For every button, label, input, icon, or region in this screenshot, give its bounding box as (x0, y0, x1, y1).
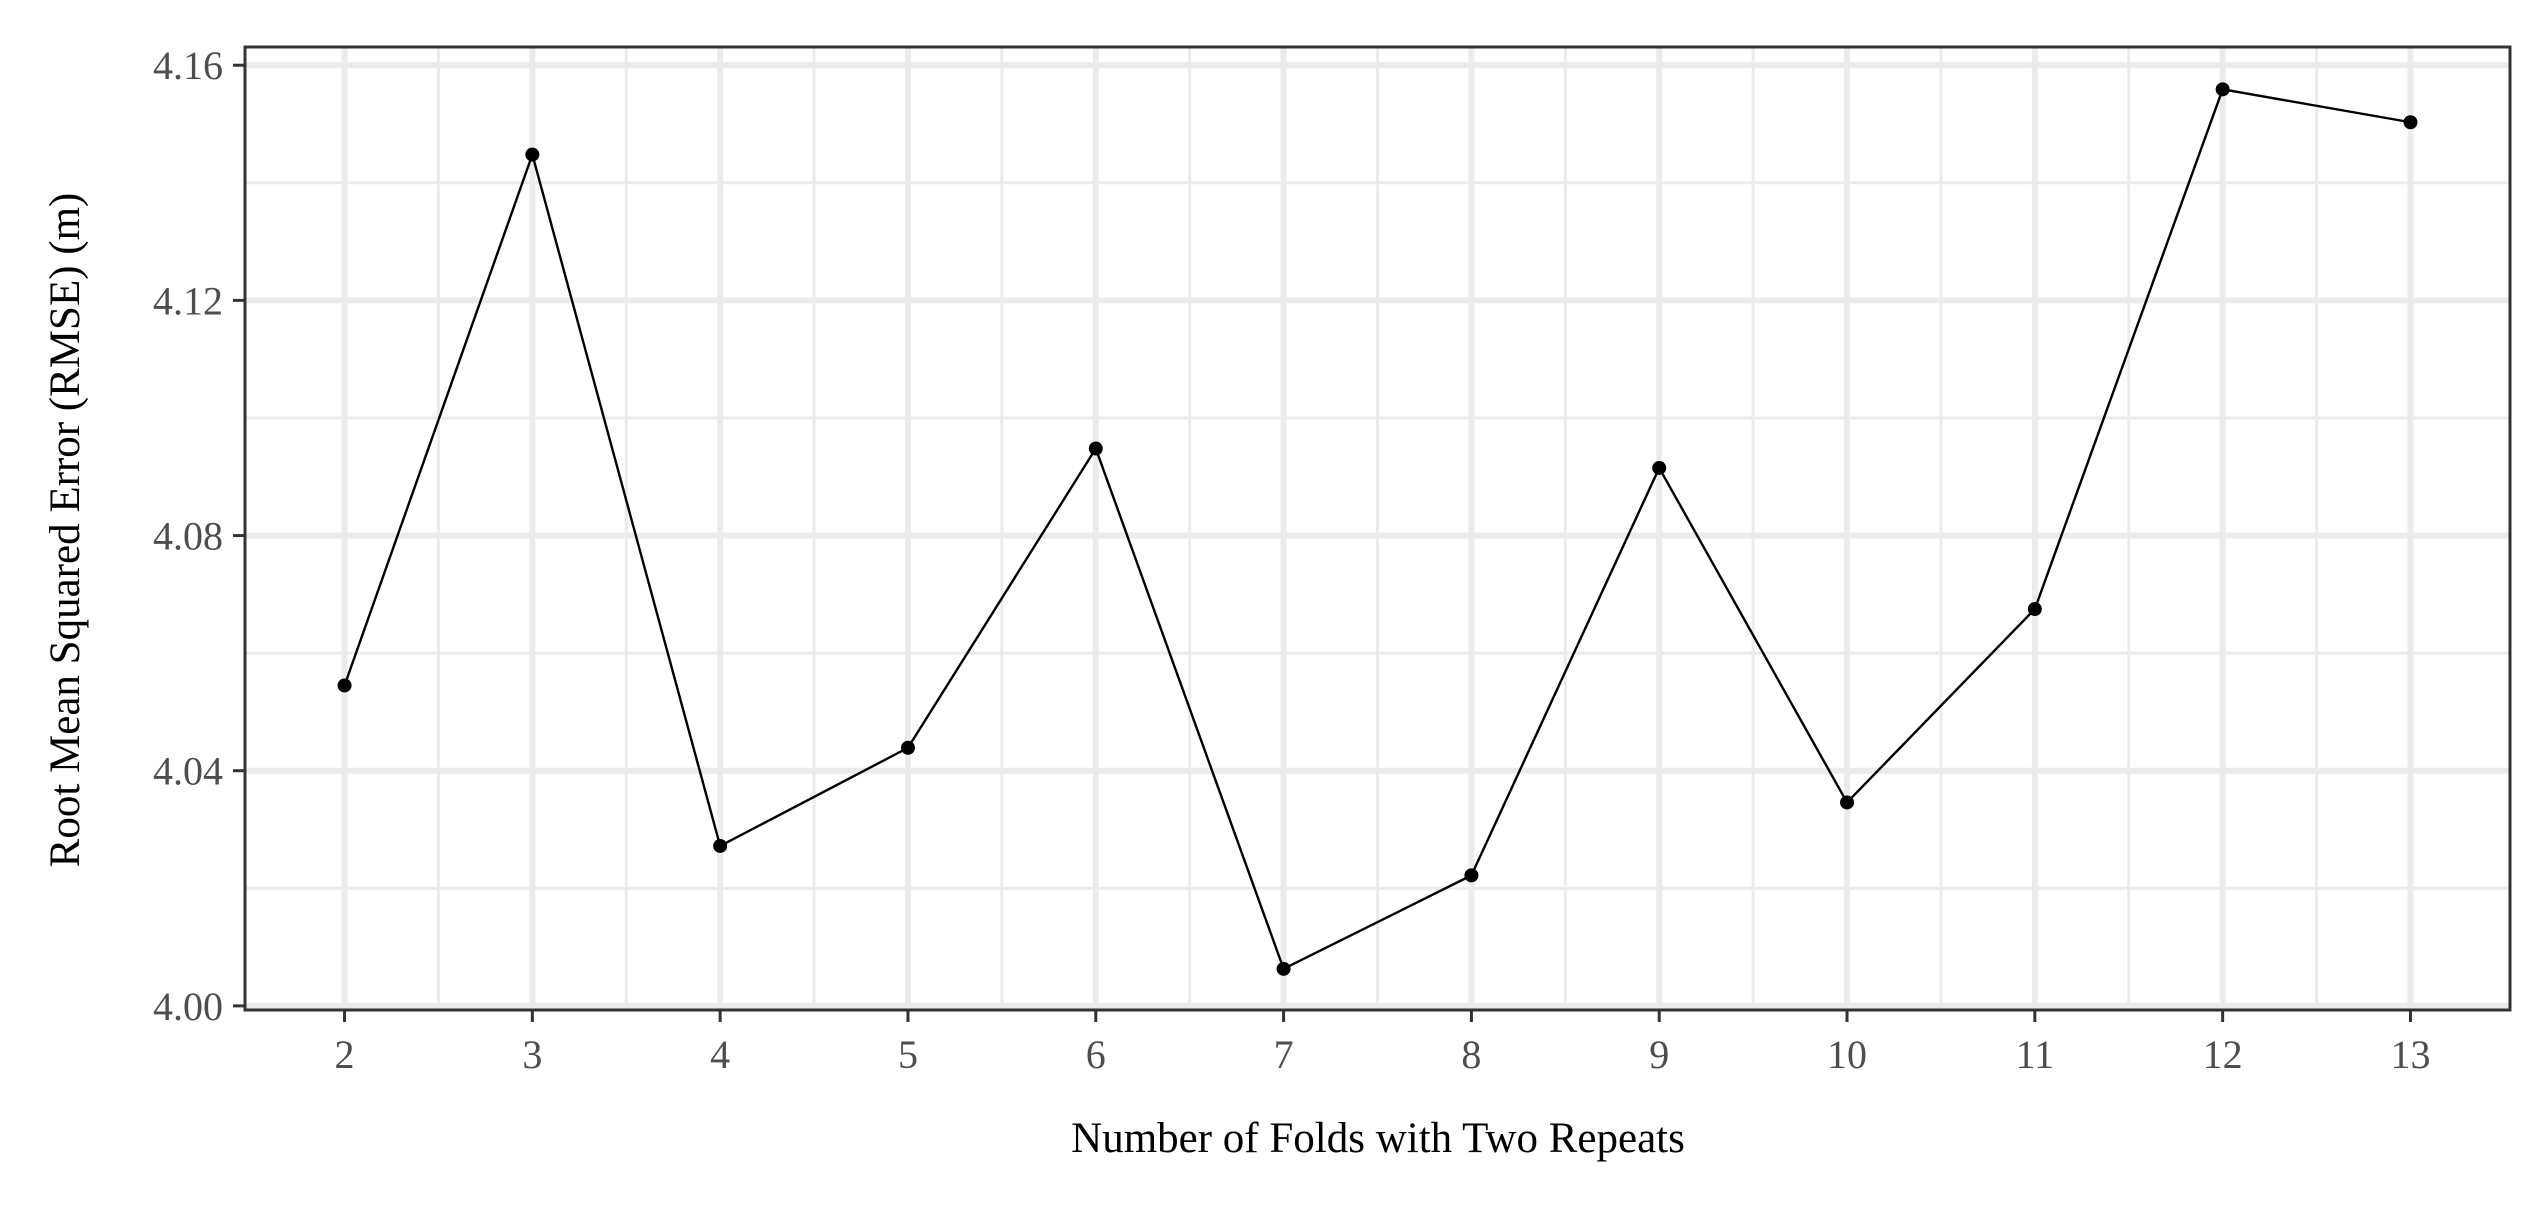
series-line (343, 88, 2411, 971)
data-point (1464, 868, 1479, 883)
x-tick-label: 8 (1461, 1032, 1481, 1077)
x-tick-label: 12 (2203, 1032, 2243, 1077)
data-series (337, 82, 2418, 976)
data-point (1652, 460, 1667, 475)
x-tick-label: 2 (335, 1032, 355, 1077)
data-point (713, 838, 728, 853)
x-tick-label: 4 (710, 1032, 730, 1077)
data-point (337, 678, 352, 693)
data-point (525, 147, 540, 162)
y-tick-label: 4.08 (153, 514, 223, 559)
x-tick-label: 5 (898, 1032, 918, 1077)
x-tick-label: 13 (2390, 1032, 2430, 1077)
data-point (2403, 115, 2418, 130)
data-point (900, 740, 915, 755)
data-point (2215, 82, 2230, 97)
panel-border (243, 45, 2512, 1012)
y-axis-title: Root Mean Squared Error (RMSE) (m) (42, 193, 89, 868)
data-point (1840, 795, 1855, 810)
x-tick-label: 3 (522, 1032, 542, 1077)
x-tick-label: 6 (1086, 1032, 1106, 1077)
grid-lines (245, 47, 2510, 1010)
x-axis-title: Number of Folds with Two Repeats (1071, 1115, 1685, 1162)
y-tick-label: 4.12 (153, 278, 223, 323)
y-tick-label: 4.16 (153, 43, 223, 88)
data-point (1276, 961, 1291, 976)
x-tick-label: 7 (1274, 1032, 1294, 1077)
data-point (1088, 441, 1103, 456)
x-tick-label: 10 (1827, 1032, 1867, 1077)
axes: 2 3 4 5 6 7 8 9 10 11 12 13 4.00 4.04 4.08 4.12 4.16 (153, 43, 2430, 1077)
y-tick-label: 4.04 (153, 749, 223, 794)
y-tick-label: 4.00 (153, 984, 223, 1029)
data-point (2027, 602, 2042, 617)
x-tick-label: 9 (1649, 1032, 1669, 1077)
x-tick-label: 11 (2016, 1032, 2055, 1077)
